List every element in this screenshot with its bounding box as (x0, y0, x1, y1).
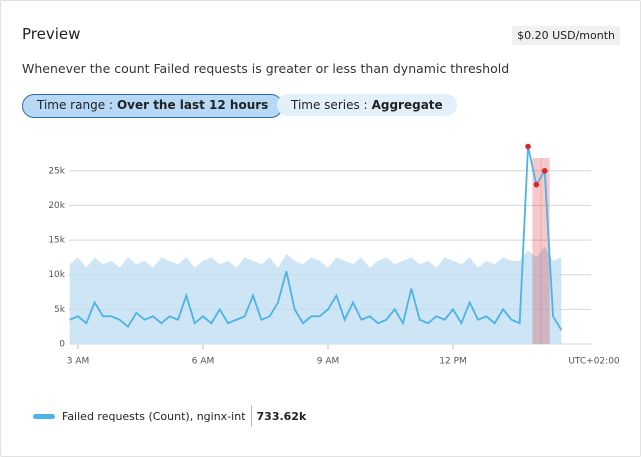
legend-total: 733.62k (256, 409, 307, 423)
title: Preview (22, 25, 81, 43)
x-tick-label: 9 AM (317, 357, 340, 367)
x-tick-label: 6 AM (192, 357, 215, 367)
alert-point (533, 181, 540, 188)
y-tick-label: 15k (48, 236, 65, 246)
alert-region (540, 158, 550, 344)
y-tick-label: 25k (48, 166, 65, 176)
time-range-pill[interactable]: Time range : Over the last 12 hours (22, 94, 284, 118)
legend[interactable]: Failed requests (Count), nginx-int 733.6… (33, 405, 307, 427)
legend-swatch (33, 413, 55, 419)
alert-point (541, 167, 548, 174)
y-tick-label: 20k (48, 201, 65, 211)
legend-separator (250, 405, 252, 427)
description: Whenever the count Failed requests is gr… (22, 61, 510, 76)
alert-point (525, 143, 531, 150)
x-tick-label: 3 AM (67, 357, 90, 367)
series-line (69, 146, 563, 331)
y-tick-label: 10k (48, 270, 65, 280)
pill-label: Time range : (37, 98, 113, 112)
y-tick-label: 5k (54, 305, 66, 315)
y-tick-label: 0 (59, 340, 65, 350)
alert-region (532, 158, 542, 344)
pill-value: Over the last 12 hours (116, 98, 269, 112)
legend-name: Failed requests (Count), nginx-int (62, 409, 246, 423)
pill-label: Time series : (291, 98, 368, 112)
chart: 0 5k 10k 15k 20k 25k 3 AM 6 AM 9 AM 12 PM UTC+02:0… (48, 143, 620, 367)
x-axis-label: UTC+02:00 (568, 357, 620, 367)
x-tick-label: 12 PM (439, 357, 467, 367)
cost-badge: $0.20 USD/month (512, 26, 620, 45)
pill-value: Aggregate (371, 98, 443, 112)
threshold-band (69, 247, 562, 344)
time-series-pill[interactable]: Time series : Aggregate (277, 94, 457, 116)
